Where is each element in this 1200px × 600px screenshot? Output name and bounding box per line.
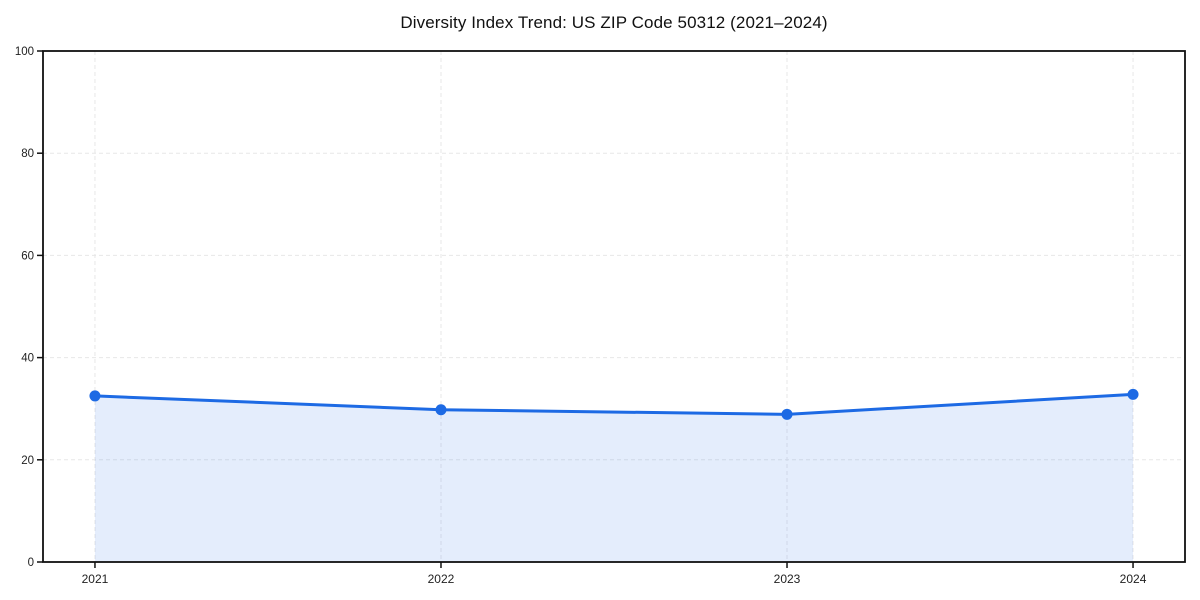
y-tick-label: 40	[21, 353, 34, 365]
y-tick-label: 0	[28, 557, 34, 569]
data-point-2023	[781, 408, 793, 420]
chart-title: Diversity Index Trend: US ZIP Code 50312…	[400, 13, 828, 32]
series-area-fill	[94, 394, 1134, 562]
y-tick-label: 60	[21, 250, 34, 262]
series-line	[93, 392, 1135, 416]
x-tick-label: 2023	[774, 572, 801, 586]
data-point-2022	[435, 404, 447, 416]
y-tick-label: 20	[21, 455, 34, 467]
y-tick-label: 100	[15, 46, 34, 58]
data-point-2021	[89, 390, 101, 402]
data-point-2024	[1127, 388, 1139, 400]
axes-box	[42, 50, 1186, 563]
y-tick-label: 80	[21, 148, 34, 160]
x-tick-label: 2022	[428, 572, 455, 586]
x-tick-label: 2021	[82, 572, 109, 586]
x-tick-label: 2024	[1120, 572, 1147, 586]
